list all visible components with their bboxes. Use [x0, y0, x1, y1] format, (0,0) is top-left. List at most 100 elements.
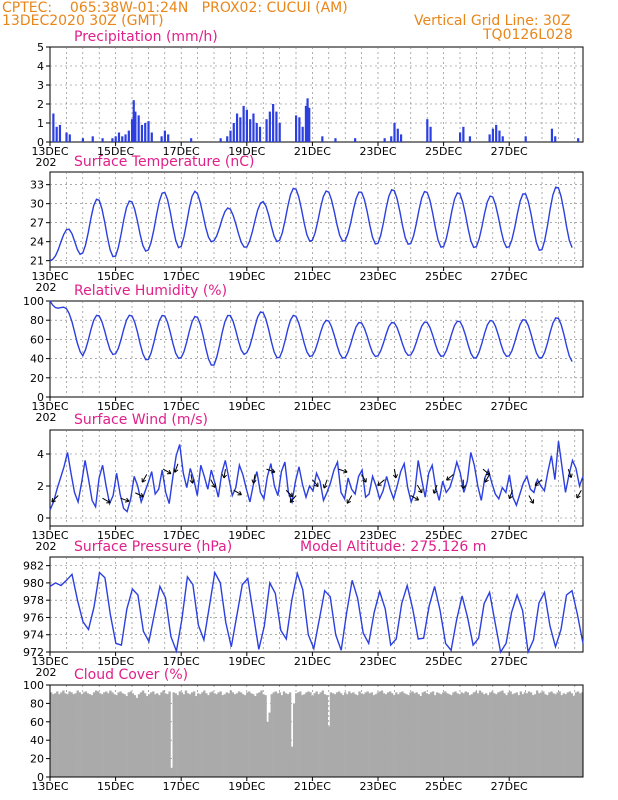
cloud-bar [286, 694, 290, 777]
precip-bar [255, 123, 258, 142]
cloud-bar [499, 691, 502, 777]
cloud-bar [456, 693, 459, 777]
arrow-shaft [338, 468, 348, 473]
precip-bar [127, 130, 130, 142]
precip-bar [491, 128, 494, 142]
x-tick-label: 17DEC [163, 780, 200, 793]
precip-bar [117, 132, 121, 142]
panel-frame [49, 556, 584, 653]
arrow-head [377, 481, 380, 486]
precip-bar [577, 138, 580, 142]
arrow-head [343, 471, 348, 474]
cloud-bar [119, 691, 122, 777]
cloud-bar [58, 694, 61, 777]
x-tick-label: 15DEC [97, 400, 134, 413]
x-tick-label: 23DEC [359, 270, 396, 283]
y-tick-label: 4 [37, 60, 44, 73]
cloud-bar [440, 694, 443, 777]
precip-bar [524, 136, 527, 142]
y-tick-label: 20 [30, 372, 44, 385]
cloud-bar [80, 694, 83, 777]
cloud-bar [562, 693, 565, 777]
precip-bar [137, 115, 140, 142]
cloud-bar [188, 694, 192, 777]
arrow-shaft [141, 474, 148, 483]
temperature-line [49, 186, 573, 262]
wind-direction-arrow [251, 474, 257, 484]
cloud-bar [272, 692, 275, 777]
precip-bar [65, 132, 68, 142]
panel-title: Surface Temperature (nC) [74, 154, 255, 170]
y-tick-label: 24 [30, 236, 44, 249]
wind-direction-arrow [322, 479, 328, 489]
cloud-bar [139, 692, 143, 777]
cloud-bar [209, 692, 212, 777]
x-tick-label: 19DEC [228, 145, 265, 158]
cloud-bar [115, 695, 118, 777]
precip-bar [304, 105, 308, 142]
cloud-bar [211, 691, 214, 777]
precip-bar [258, 126, 262, 142]
cloud-bar [268, 712, 271, 777]
cloud-bar [578, 693, 582, 777]
cloud-bar [141, 690, 145, 777]
cloud-bar [425, 693, 429, 777]
precip-bar [390, 136, 393, 142]
cloud-bar [197, 693, 200, 777]
arrow-head [107, 498, 111, 503]
cloud-bar [421, 692, 425, 777]
precip-bar [550, 128, 554, 142]
precip-bar [163, 130, 166, 142]
wind-direction-arrow [141, 474, 148, 483]
cloud-bar [213, 693, 216, 777]
cloud-bar [135, 697, 139, 777]
cloud-bar [497, 692, 500, 777]
precip-bar [298, 117, 301, 142]
cloud-bar [478, 690, 482, 777]
cloud-bar [90, 695, 94, 777]
cloud-bar [297, 692, 300, 777]
y-tick-label: 100 [23, 679, 44, 692]
y-tick-label: 0 [37, 391, 44, 404]
cloud-bar [250, 693, 253, 777]
cloud-bar [231, 692, 235, 777]
cloud-bar [368, 693, 371, 777]
x-tick-label: 15DEC [97, 780, 134, 793]
x-tick-label: 23DEC [359, 529, 396, 542]
panel-4: 0 2 4 Surface Wind (m/s) 13DEC 15DEC 17DEC 19DE… [31, 412, 584, 553]
precip-bar [393, 123, 396, 142]
x-tick-label: 21DEC [294, 655, 331, 668]
cloud-bar [131, 693, 135, 777]
precip-bar [132, 100, 135, 142]
cloud-bar [223, 694, 226, 777]
arrow-head [221, 474, 225, 479]
x-tick-label: 17DEC [163, 400, 200, 413]
humidity-line [49, 300, 573, 366]
precip-bar [150, 132, 153, 142]
cloud-bar [233, 694, 237, 777]
cloud-bar [160, 692, 163, 777]
header-station-line: CPTEC: 065:38W-01:24N PROX02: CUCUI (AM) [2, 0, 348, 16]
cloud-bar [284, 693, 288, 777]
y-tick-label: 27 [30, 217, 44, 230]
y-tick-label: 2 [37, 480, 44, 493]
precip-bar [268, 111, 271, 142]
arrow-shaft [312, 479, 319, 487]
arrow-head [189, 479, 193, 484]
arrow-head [484, 479, 489, 483]
cloud-bar [572, 696, 576, 777]
cloud-bar [280, 695, 284, 777]
cloud-bar [225, 692, 228, 777]
cloud-bar [460, 692, 463, 777]
arrow-head [174, 469, 179, 473]
precip-bar [334, 138, 337, 142]
cloud-bar [317, 694, 320, 777]
arrow-head [51, 500, 56, 503]
cloud-bar [162, 690, 165, 777]
x-tick-label: 25DEC [425, 400, 462, 413]
x-tick-label: 17DEC [163, 529, 200, 542]
cloud-bar [50, 692, 53, 777]
cloud-bar [548, 692, 551, 777]
header-date-line: 13DEC2020 30Z (GMT) [2, 13, 164, 29]
cloud-bar [378, 691, 382, 777]
